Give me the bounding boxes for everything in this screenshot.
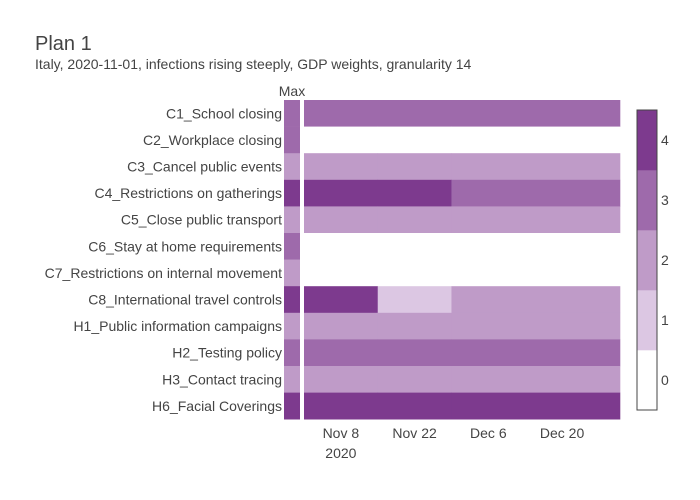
x-tick-label: Nov 22 xyxy=(392,425,437,441)
row-label: C4_Restrictions on gatherings xyxy=(94,185,282,201)
colorbar-outline xyxy=(636,109,658,411)
heatmap-cells xyxy=(304,100,621,420)
colorbar-tick-label: 1 xyxy=(661,312,669,328)
heatmap-cell xyxy=(304,100,379,127)
heatmap-cell xyxy=(377,179,452,207)
heatmap-cell xyxy=(451,153,621,181)
heatmap-cell xyxy=(451,339,621,367)
heatmap-cell xyxy=(377,153,452,181)
heatmap-cell xyxy=(304,259,379,287)
row-label: C6_Stay at home requirements xyxy=(88,238,282,254)
heatmap-cell xyxy=(304,392,379,420)
max-cell xyxy=(284,233,300,260)
max-cell xyxy=(284,206,300,234)
heatmap-cell xyxy=(451,233,621,260)
colorbar-tick-label: 3 xyxy=(661,192,669,208)
row-label: H1_Public information campaigns xyxy=(73,318,282,334)
heatmap-cell xyxy=(451,286,621,314)
x-tick-label: Dec 6 xyxy=(470,425,507,441)
heatmap-cell xyxy=(377,312,452,340)
colorbar-band xyxy=(637,170,657,231)
heatmap-cell xyxy=(304,339,379,367)
max-cell xyxy=(284,339,300,367)
heatmap-cell xyxy=(304,286,379,314)
row-label: H3_Contact tracing xyxy=(162,371,282,387)
heatmap-cell xyxy=(377,100,452,127)
row-label: C8_International travel controls xyxy=(88,292,282,308)
heatmap-cell xyxy=(304,153,379,181)
heatmap-cell xyxy=(451,100,621,127)
heatmap-cell xyxy=(304,206,379,234)
max-cell xyxy=(284,312,300,340)
colorbar-tick-label: 0 xyxy=(661,372,669,388)
row-label: C7_Restrictions on internal movement xyxy=(45,265,282,281)
max-cell xyxy=(284,126,300,154)
max-cell xyxy=(284,259,300,287)
colorbar-band xyxy=(637,350,657,411)
row-label: H6_Facial Coverings xyxy=(152,398,282,414)
max-cell xyxy=(284,392,300,420)
heatmap-cell xyxy=(451,179,621,207)
max-cell xyxy=(284,179,300,207)
row-label: C2_Workplace closing xyxy=(143,132,282,148)
max-column xyxy=(284,100,300,420)
row-label: C5_Close public transport xyxy=(121,212,282,228)
heatmap-cell xyxy=(451,259,621,287)
x-tick-label: Dec 20 xyxy=(540,425,585,441)
heatmap-cell xyxy=(377,126,452,154)
heatmap-cell xyxy=(451,312,621,340)
max-cell xyxy=(284,366,300,393)
colorbar-tick-label: 2 xyxy=(661,252,669,268)
x-axis-labels: Nov 8 Nov 22 Dec 6 Dec 20 2020 xyxy=(323,425,585,461)
x-year-label: 2020 xyxy=(325,445,356,461)
heatmap-cell xyxy=(451,392,621,420)
row-labels: C1_School closing C2_Workplace closing C3_… xyxy=(45,105,282,414)
heatmap-cell xyxy=(377,339,452,367)
heatmap-cell xyxy=(377,233,452,260)
heatmap-cell xyxy=(377,392,452,420)
heatmap-cell xyxy=(304,366,379,393)
x-tick-label: Nov 8 xyxy=(323,425,360,441)
heatmap-cell xyxy=(304,233,379,260)
max-column-label: Max xyxy=(279,83,305,99)
colorbar-band xyxy=(637,110,657,171)
heatmap-cell xyxy=(451,206,621,234)
heatmap-cell xyxy=(451,366,621,393)
heatmap-cell xyxy=(377,206,452,234)
heatmap-cell xyxy=(304,312,379,340)
colorbar: 0 1 2 3 4 xyxy=(636,109,669,411)
row-label: H2_Testing policy xyxy=(172,345,282,361)
heatmap-cell xyxy=(304,179,379,207)
chart-subtitle: Italy, 2020-11-01, infections rising ste… xyxy=(35,56,472,72)
max-cell xyxy=(284,286,300,314)
heatmap-cell xyxy=(377,259,452,287)
row-label: C1_School closing xyxy=(166,105,282,121)
colorbar-band xyxy=(637,290,657,351)
row-label: C3_Cancel public events xyxy=(127,159,282,175)
colorbar-band xyxy=(637,230,657,291)
heatmap-cell xyxy=(451,126,621,154)
heatmap-cell xyxy=(304,126,379,154)
chart-title: Plan 1 xyxy=(35,33,92,55)
colorbar-tick-label: 4 xyxy=(661,132,669,148)
max-cell xyxy=(284,100,300,127)
heatmap-cell xyxy=(377,366,452,393)
heatmap-cell xyxy=(377,286,452,314)
max-cell xyxy=(284,153,300,181)
